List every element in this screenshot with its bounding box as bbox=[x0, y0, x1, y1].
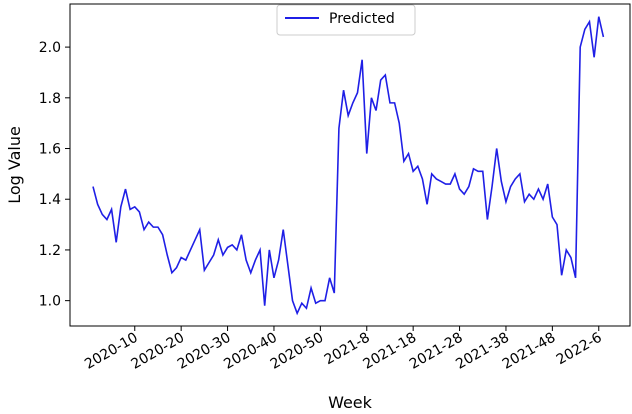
legend-box bbox=[276, 4, 416, 36]
y-tick-label: 1.0 bbox=[39, 294, 61, 310]
plot-frame bbox=[69, 3, 631, 327]
x-tick-label: 2022-6 bbox=[554, 330, 605, 369]
y-tick-label: 1.2 bbox=[39, 243, 61, 259]
x-tick-label: 2021-48 bbox=[500, 330, 559, 373]
y-tick-label: 1.4 bbox=[39, 192, 61, 208]
y-tick-label: 1.8 bbox=[39, 91, 61, 107]
x-axis-label: Week bbox=[328, 393, 373, 412]
legend-label: Predicted bbox=[329, 11, 395, 27]
y-tick-label: 2.0 bbox=[39, 40, 61, 56]
data-line bbox=[92, 16, 605, 316]
y-axis-label: Log Value bbox=[5, 126, 24, 204]
y-tick-label: 1.6 bbox=[39, 142, 61, 158]
x-tick-label: 2020-50 bbox=[268, 330, 327, 373]
